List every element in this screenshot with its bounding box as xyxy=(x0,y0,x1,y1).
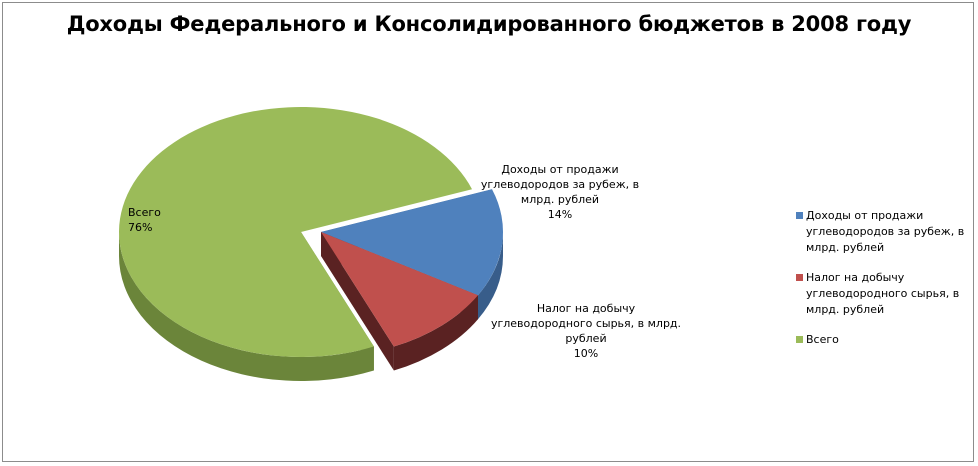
slice-0 xyxy=(321,189,504,296)
legend-item-1: Налог на добычу углеводородного сырья, в м… xyxy=(796,270,972,318)
slice-side-0 xyxy=(477,232,503,320)
legend-text-2-0: Всего xyxy=(806,333,839,346)
chart-title: Доходы Федерального и Консолидированного… xyxy=(66,12,912,36)
slice-2 xyxy=(118,107,473,358)
legend-item-2: Всего xyxy=(796,332,972,348)
slice-side-1 xyxy=(393,295,478,371)
data-label-2: Всего 76% xyxy=(128,206,161,234)
data-label-0: Доходы от продажи углеводородов за рубеж,… xyxy=(481,163,639,221)
legend-text-0-2: млрд. рублей xyxy=(806,241,885,254)
slice-1 xyxy=(321,232,478,347)
legend-text-1-2: млрд. рублей xyxy=(806,303,885,316)
legend-text-1-1: углеводородного сырья, в xyxy=(806,287,960,300)
legend-text-0-0: Доходы от продажи xyxy=(806,209,924,222)
legend-swatch-1 xyxy=(796,274,803,281)
legend-item-0: Доходы от продажи углеводородов за рубеж,… xyxy=(796,208,972,256)
legend-text-1-0: Налог на добычу xyxy=(806,271,905,284)
legend-swatch-0 xyxy=(796,212,803,219)
legend-text-0-1: углеводородов за рубеж, в xyxy=(806,225,965,238)
legend-swatch-2 xyxy=(796,336,803,343)
legend: Доходы от продажи углеводородов за рубеж,… xyxy=(796,208,972,362)
data-label-1: Налог на добычу углеводородного сырья, в … xyxy=(491,302,681,360)
slice-cut-1-1 xyxy=(321,232,394,371)
slice-side-2 xyxy=(119,232,374,381)
